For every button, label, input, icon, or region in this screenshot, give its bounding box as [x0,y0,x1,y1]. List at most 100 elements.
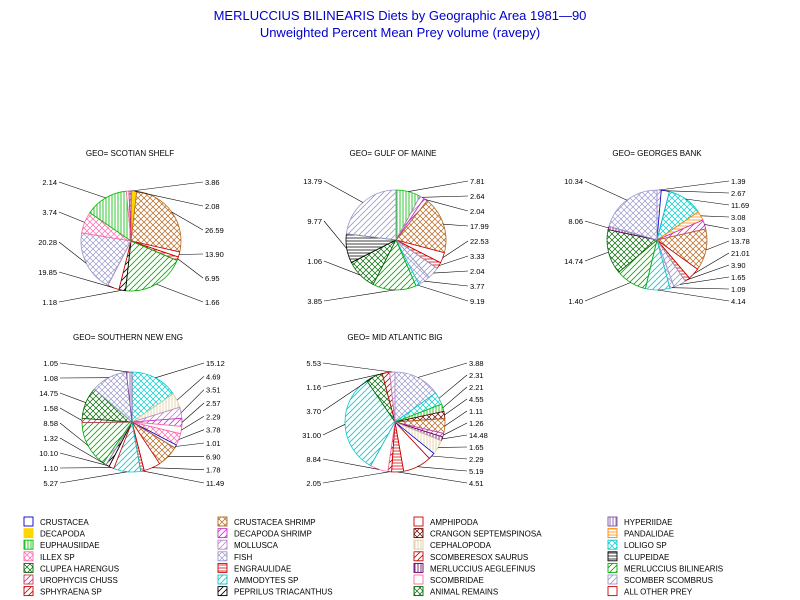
legend-label: ANIMAL REMAINS [430,588,498,597]
legend-item: FISH [217,551,252,562]
legend-swatch [23,551,34,562]
slice-value-label: 3.78 [206,426,221,435]
label-leader-line [323,220,347,249]
legend-item: MERLUCCIUS BILINEARIS [607,562,723,573]
slice-value-label: 10.34 [564,177,583,186]
label-leader-line [408,180,469,192]
legend-label: CLUPEA HARENGUS [40,564,119,573]
slice-value-label: 2.05 [306,479,321,488]
pie-slice [125,240,178,292]
slice-value-label: 3.88 [469,359,484,368]
label-leader-line [444,410,468,427]
label-leader-line [323,289,395,302]
legend-label: MOLLUSCA [234,541,279,550]
legend-swatch [607,551,618,562]
pie-panel-title: GEO= SOUTHERN NEW ENG [73,333,183,342]
slice-value-label: 3.77 [470,282,485,291]
slice-value-label: 3.51 [206,386,221,395]
slice-value-label: 2.04 [470,207,485,216]
label-leader-line [59,452,108,466]
label-leader-line [417,362,468,378]
pie-panel-1: GEO= GULF OF MAINE 7.81 2.64 2.04 17.99 22.53… [303,149,489,306]
slice-value-label: 14.74 [564,257,583,266]
slice-value-label: 6.90 [206,452,221,461]
legend-label: AMPHIPODA [430,518,479,527]
slice-value-label: 13.79 [303,177,322,186]
slice-value-label: 11.49 [206,479,224,488]
label-leader-line [176,376,205,401]
label-leader-line [171,211,204,231]
legend-swatch [413,528,424,539]
slice-value-label: 8.84 [306,455,321,464]
slice-value-label: 20.28 [38,238,57,247]
slice-value-label: 14.75 [39,389,58,398]
label-leader-line [175,442,205,447]
slice-value-label: 21.01 [731,249,750,258]
label-leader-line [685,198,730,206]
pie-slice [345,189,397,241]
slice-value-label: 3.86 [205,178,220,187]
legend-swatch [413,516,424,527]
legend-label: ENGRAULIDAE [234,564,291,573]
legend-swatch [217,516,228,527]
label-leader-line [322,362,393,373]
label-leader-line [431,455,468,460]
label-leader-line [584,220,609,229]
slice-value-label: 1.65 [731,273,746,282]
legend-swatch [413,551,424,562]
chart-subtitle: Unweighted Percent Mean Prey volume (rav… [260,25,540,40]
label-leader-line [59,422,88,446]
slice-value-label: 1.09 [731,285,746,294]
legend-swatch [217,551,228,562]
slice-value-label: 1.16 [306,383,321,392]
label-leader-line [438,374,468,399]
pie-panel-3: GEO= SOUTHERN NEW ENG 15.12 4.69 3.51 2.57 2.… [39,333,225,488]
legend-label: CRANGON SEPTEMSPINOSA [430,530,542,539]
legend-swatch [23,539,34,550]
slice-value-label: 3.33 [470,252,485,261]
label-leader-line [424,280,469,287]
legend-item: LOLIGO SP [607,539,667,550]
label-leader-line [59,407,83,421]
legend-item: ENGRAULIDAE [217,562,291,573]
legend-swatch [23,528,34,539]
slice-value-label: 2.21 [469,383,484,392]
legend-item: DECAPODA SHRIMP [217,528,312,539]
label-leader-line [155,362,205,379]
pie-slice [131,371,174,423]
label-leader-line [178,429,205,440]
slice-value-label: 13.78 [731,237,750,246]
legend-swatch [607,562,618,573]
label-leader-line [425,199,469,212]
slice-value-label: 4.51 [469,479,484,488]
slice-value-label: 1.06 [307,257,322,266]
legend-label: SCOMBRIDAE [430,576,484,585]
legend-item: DECAPODA [23,528,86,539]
slice-value-label: 3.08 [731,213,746,222]
legend-label: AMMODYTES SP [234,576,298,585]
label-leader-line [179,253,204,255]
legend-swatch [23,586,34,597]
pie-panel-title: GEO= SCOTIAN SHELF [86,149,174,158]
label-leader-line [584,180,627,201]
slice-value-label: 14.48 [469,431,488,440]
legend-label: CRUSTACEA [40,518,89,527]
legend-item: UROPHYCIS CHUSS [23,574,118,585]
legend-label: ILLEX SP [40,553,75,562]
label-leader-line [58,241,87,264]
legend-item: SPHYRAENA SP [23,586,102,597]
slice-value-label: 1.40 [568,297,583,306]
legend-swatch [23,516,34,527]
slice-value-label: 1.39 [731,177,746,186]
legend-swatch [217,574,228,585]
legend-item: SCOMBER SCOMBRUS [607,574,713,585]
slice-value-label: 2.14 [42,178,57,187]
slice-value-label: 5.27 [43,479,58,488]
slice-value-label: 5.53 [306,359,321,368]
slice-value-label: 10.10 [39,449,58,458]
slice-value-label: 1.66 [205,298,220,307]
label-leader-line [58,289,123,303]
label-leader-line [58,181,106,199]
chart-title: MERLUCCIUS BILINEARIS Diets by Geographi… [214,8,587,23]
label-leader-line [443,223,469,227]
